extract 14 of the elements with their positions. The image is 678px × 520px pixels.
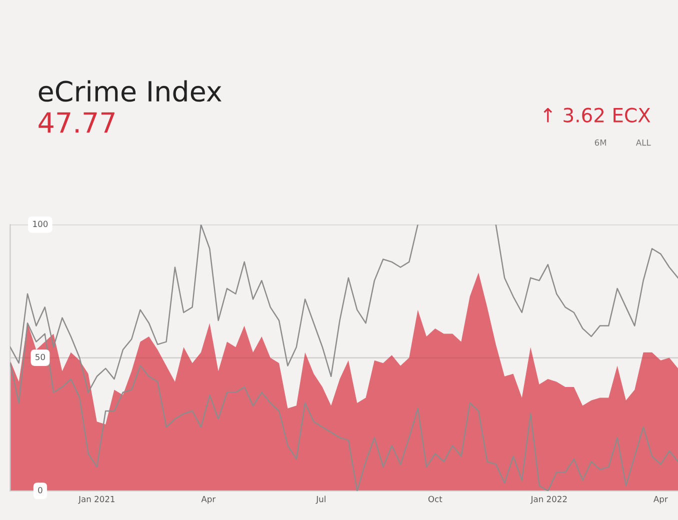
x-tick-label: Apr bbox=[201, 496, 216, 504]
text: 6M bbox=[594, 139, 606, 146]
y-tick-label: 50 bbox=[36, 354, 45, 360]
text: ALL bbox=[636, 140, 651, 146]
y-tick-label: 0 bbox=[38, 486, 42, 494]
x-tick-label: Jan 2021 bbox=[78, 496, 114, 504]
x-tick-label: Oct bbox=[428, 496, 442, 502]
chart-title: eCrime Index bbox=[38, 80, 222, 102]
text: ↑ 3.62 ECX bbox=[544, 108, 650, 122]
x-tick-label: Jul bbox=[316, 496, 326, 504]
x-tick-label: Apr bbox=[654, 496, 668, 504]
y-tick-label: 100 bbox=[33, 220, 48, 228]
chart-subtitle: 47.77 bbox=[38, 112, 114, 133]
x-tick-label: Jan 2022 bbox=[530, 496, 567, 504]
